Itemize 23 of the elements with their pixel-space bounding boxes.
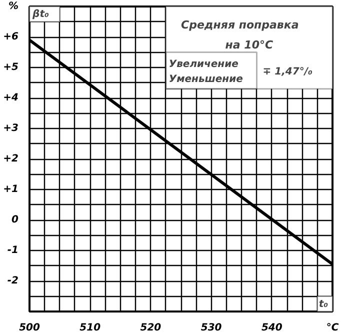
y-tick-label: +6 xyxy=(3,32,19,42)
y-tick-label: +1 xyxy=(3,184,19,195)
annotation: Уменьшение xyxy=(168,74,244,86)
y-tick-label: +2 xyxy=(3,154,19,164)
x-tick-label: 540 xyxy=(261,322,282,334)
y-tick-label: -2 xyxy=(7,276,19,286)
annotation: Увеличение xyxy=(168,58,239,70)
y-tick-label: +5 xyxy=(3,62,19,73)
y-axis-title: βt₀ xyxy=(32,9,50,20)
x-axis-title: t₀ xyxy=(318,298,329,310)
y-tick-label: +4 xyxy=(3,92,19,104)
annotation: на 10°C xyxy=(225,38,274,52)
y-tick-label: +3 xyxy=(3,123,19,134)
annotation: ∓ 1,47°/₀ xyxy=(262,66,313,78)
x-tick-label: 530 xyxy=(200,322,222,334)
y-tick-label: -1 xyxy=(7,245,18,256)
y-tick-label: 0 xyxy=(12,214,19,226)
y-tick-label: % xyxy=(8,1,19,12)
x-tick-label: 500 xyxy=(19,322,40,334)
x-tick-label: 510 xyxy=(80,322,101,334)
annotation: Средняя поправка xyxy=(181,18,299,32)
x-tick-label: 520 xyxy=(140,322,162,334)
x-tick-label: °C xyxy=(326,322,340,334)
